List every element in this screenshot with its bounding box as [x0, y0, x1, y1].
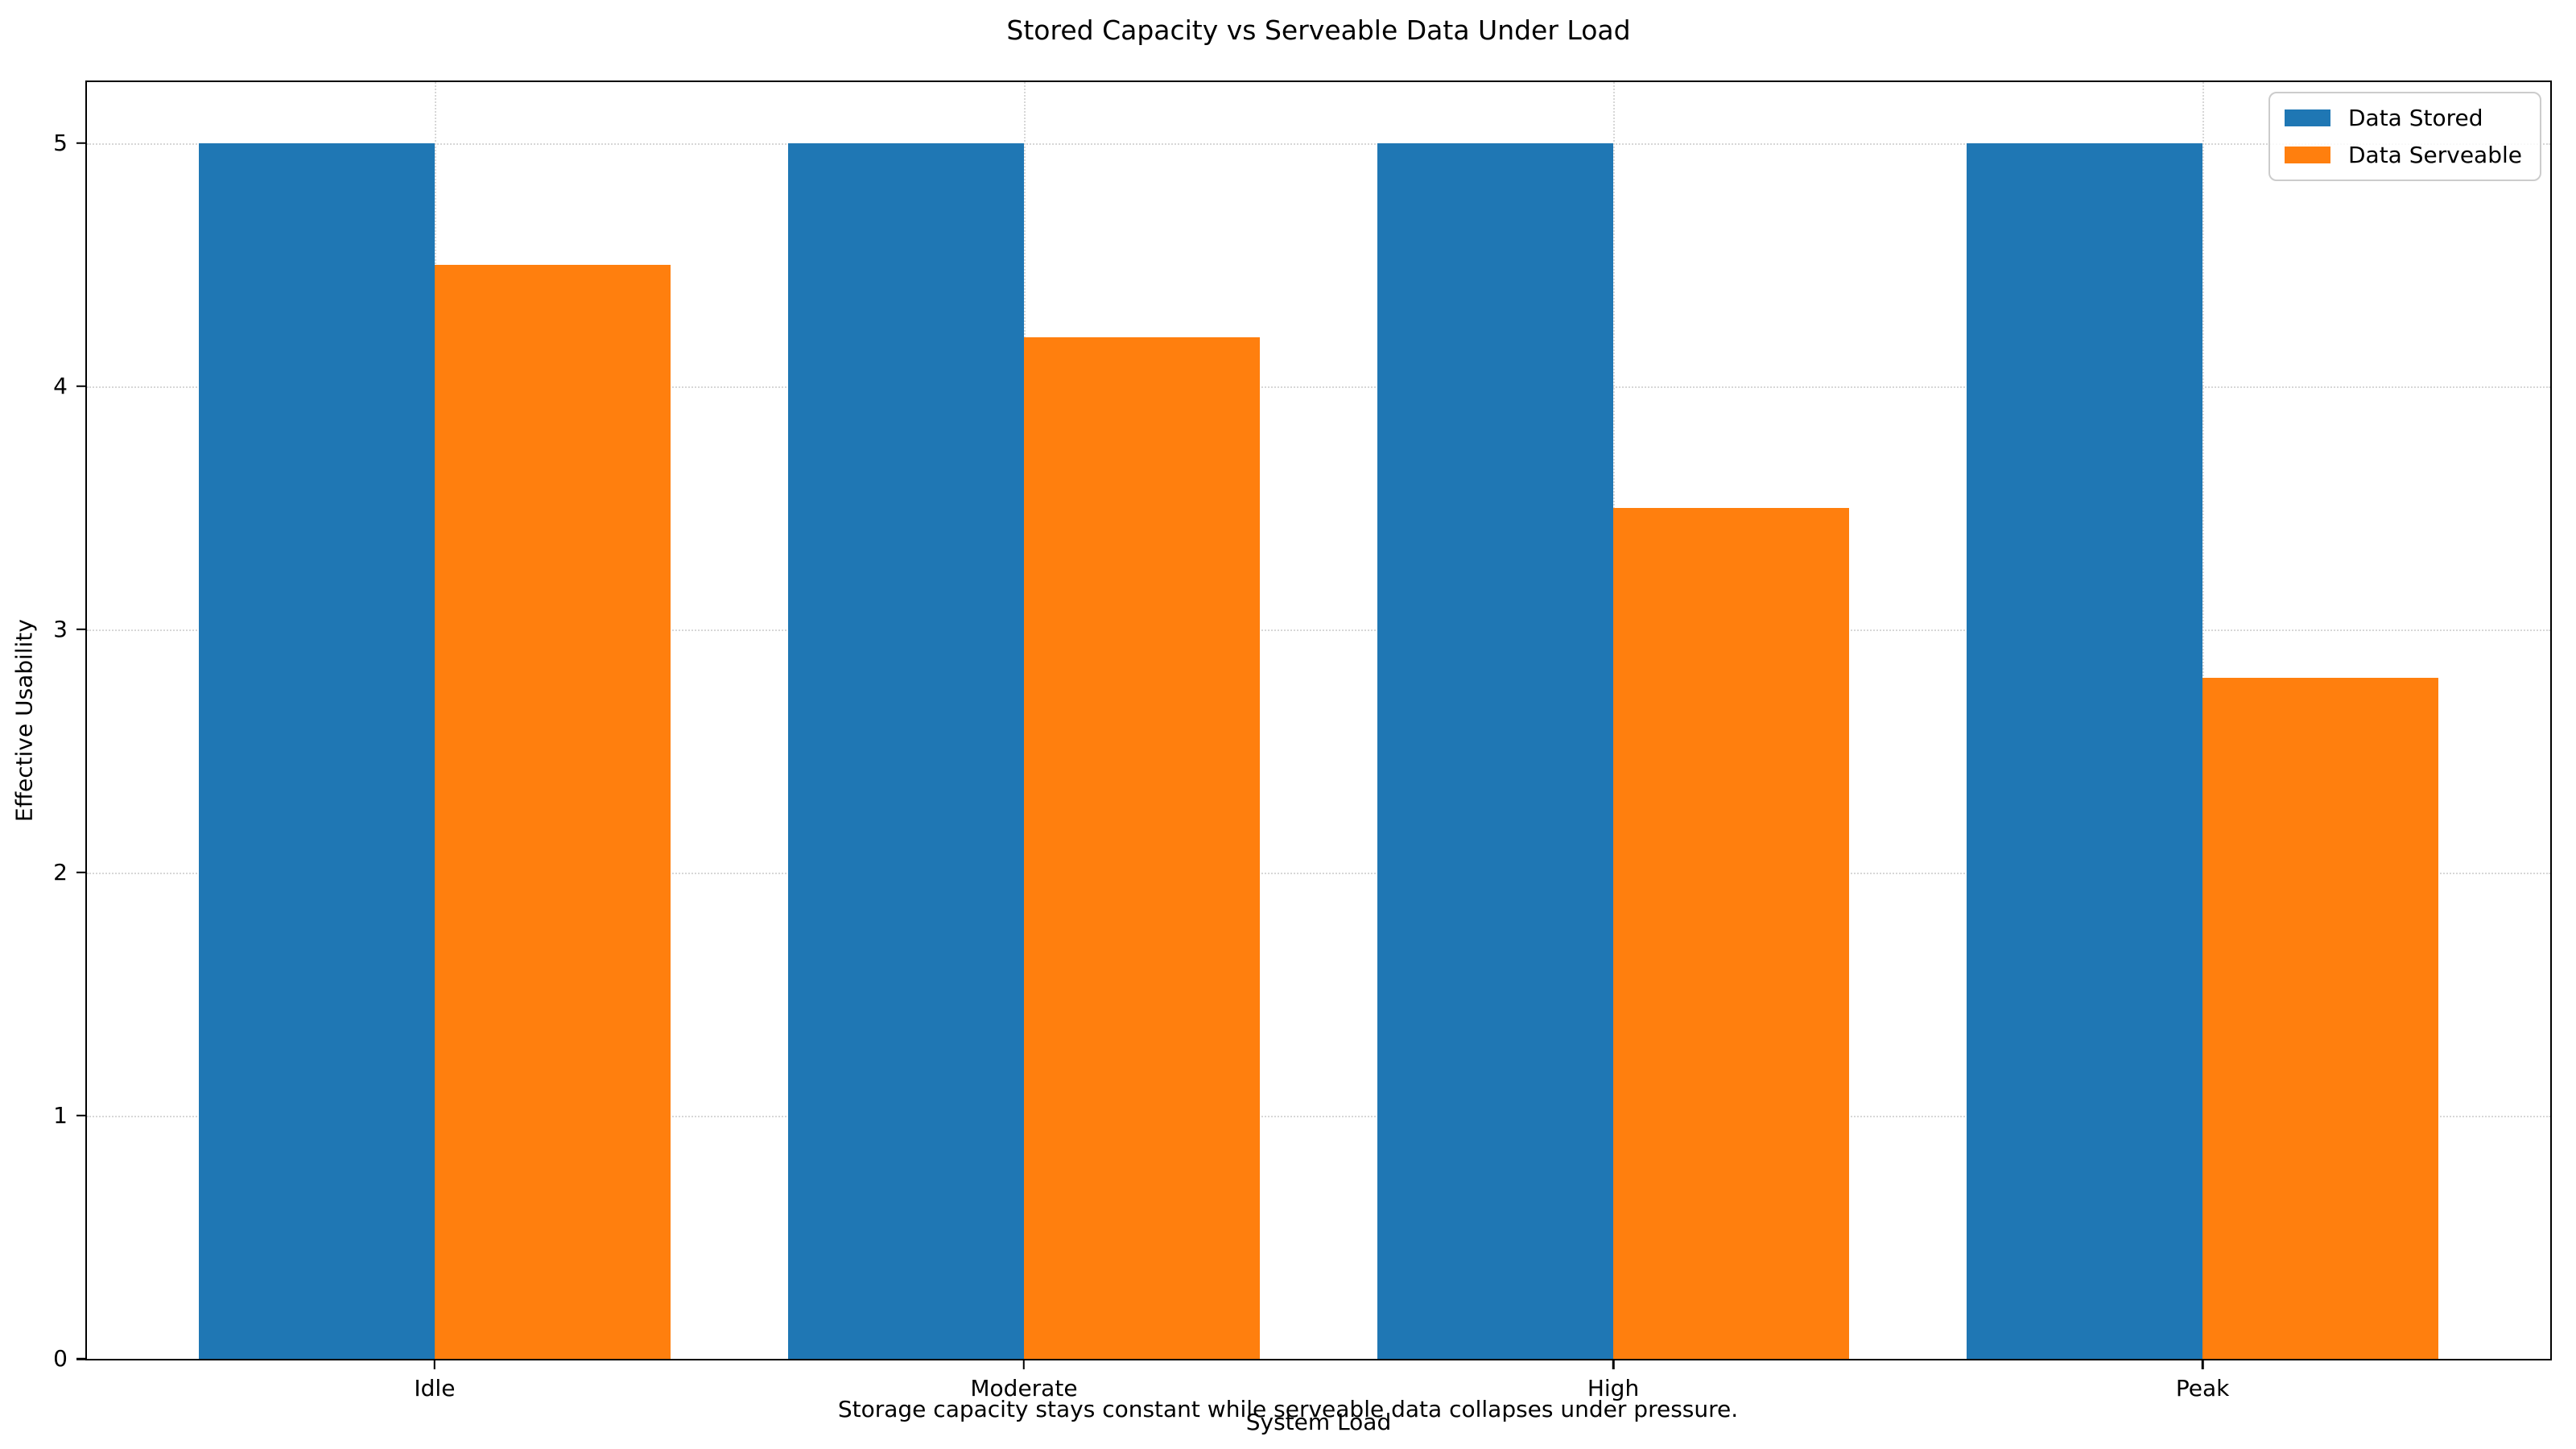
x-tick-mark	[1022, 1359, 1026, 1369]
y-axis-label: Effective Usability	[10, 619, 38, 822]
x-tick-label-moderate: Moderate	[970, 1375, 1078, 1402]
y-tick-label: 2	[53, 858, 68, 886]
bar-data-stored-peak	[1967, 142, 2203, 1359]
legend-entry-data-serveable: Data Serveable	[2284, 141, 2522, 169]
chart-title: Stored Capacity vs Serveable Data Under …	[1006, 14, 1631, 46]
y-tick-mark	[76, 871, 87, 874]
y-tick-label: 3	[53, 615, 68, 642]
legend-label-data-stored: Data Stored	[2347, 105, 2483, 131]
x-tick-mark	[1612, 1359, 1615, 1369]
legend-swatch-data-serveable	[2284, 146, 2330, 163]
y-tick-mark	[76, 142, 87, 144]
gridline-horizontal	[87, 1115, 2550, 1117]
y-tick-mark	[76, 1357, 87, 1360]
caption: Storage capacity stays constant while se…	[837, 1396, 1739, 1422]
gridline-horizontal	[87, 142, 2550, 145]
gridline-horizontal	[87, 872, 2550, 874]
bar-data-serveable-idle	[434, 264, 671, 1359]
plot-area: Data Stored Data Serveable 0 1 2 3 4 5 Idle Mode…	[53, 80, 2552, 1402]
x-tick-mark	[433, 1359, 436, 1369]
y-tick-mark	[76, 385, 87, 387]
gridline-horizontal	[87, 386, 2550, 388]
legend: Data Stored Data Serveable	[2268, 92, 2541, 182]
x-tick-label-high: High	[1587, 1375, 1640, 1402]
bar-data-stored-moderate	[788, 142, 1024, 1359]
bar-data-stored-high	[1377, 142, 1614, 1359]
gridline-horizontal	[87, 629, 2550, 631]
y-tick-label: 5	[53, 129, 68, 156]
x-tick-label-peak: Peak	[2175, 1375, 2230, 1402]
legend-label-data-serveable: Data Serveable	[2347, 141, 2522, 168]
y-tick-mark	[76, 1114, 87, 1117]
bar-data-serveable-moderate	[1023, 337, 1260, 1359]
legend-entry-data-stored: Data Stored	[2284, 105, 2522, 132]
x-tick-mark	[2201, 1359, 2204, 1369]
x-tick-label-idle: Idle	[414, 1375, 456, 1402]
bar-data-stored-idle	[199, 142, 435, 1359]
bar-data-serveable-high	[1613, 507, 1849, 1359]
legend-swatch-data-stored	[2284, 109, 2330, 127]
y-tick-label: 1	[53, 1101, 68, 1129]
y-tick-label: 4	[53, 372, 68, 399]
x-axis-label: System Load	[1245, 1409, 1392, 1435]
y-tick-label: 0	[53, 1345, 68, 1372]
bar-data-serveable-peak	[2202, 678, 2438, 1359]
y-tick-mark	[76, 628, 87, 630]
